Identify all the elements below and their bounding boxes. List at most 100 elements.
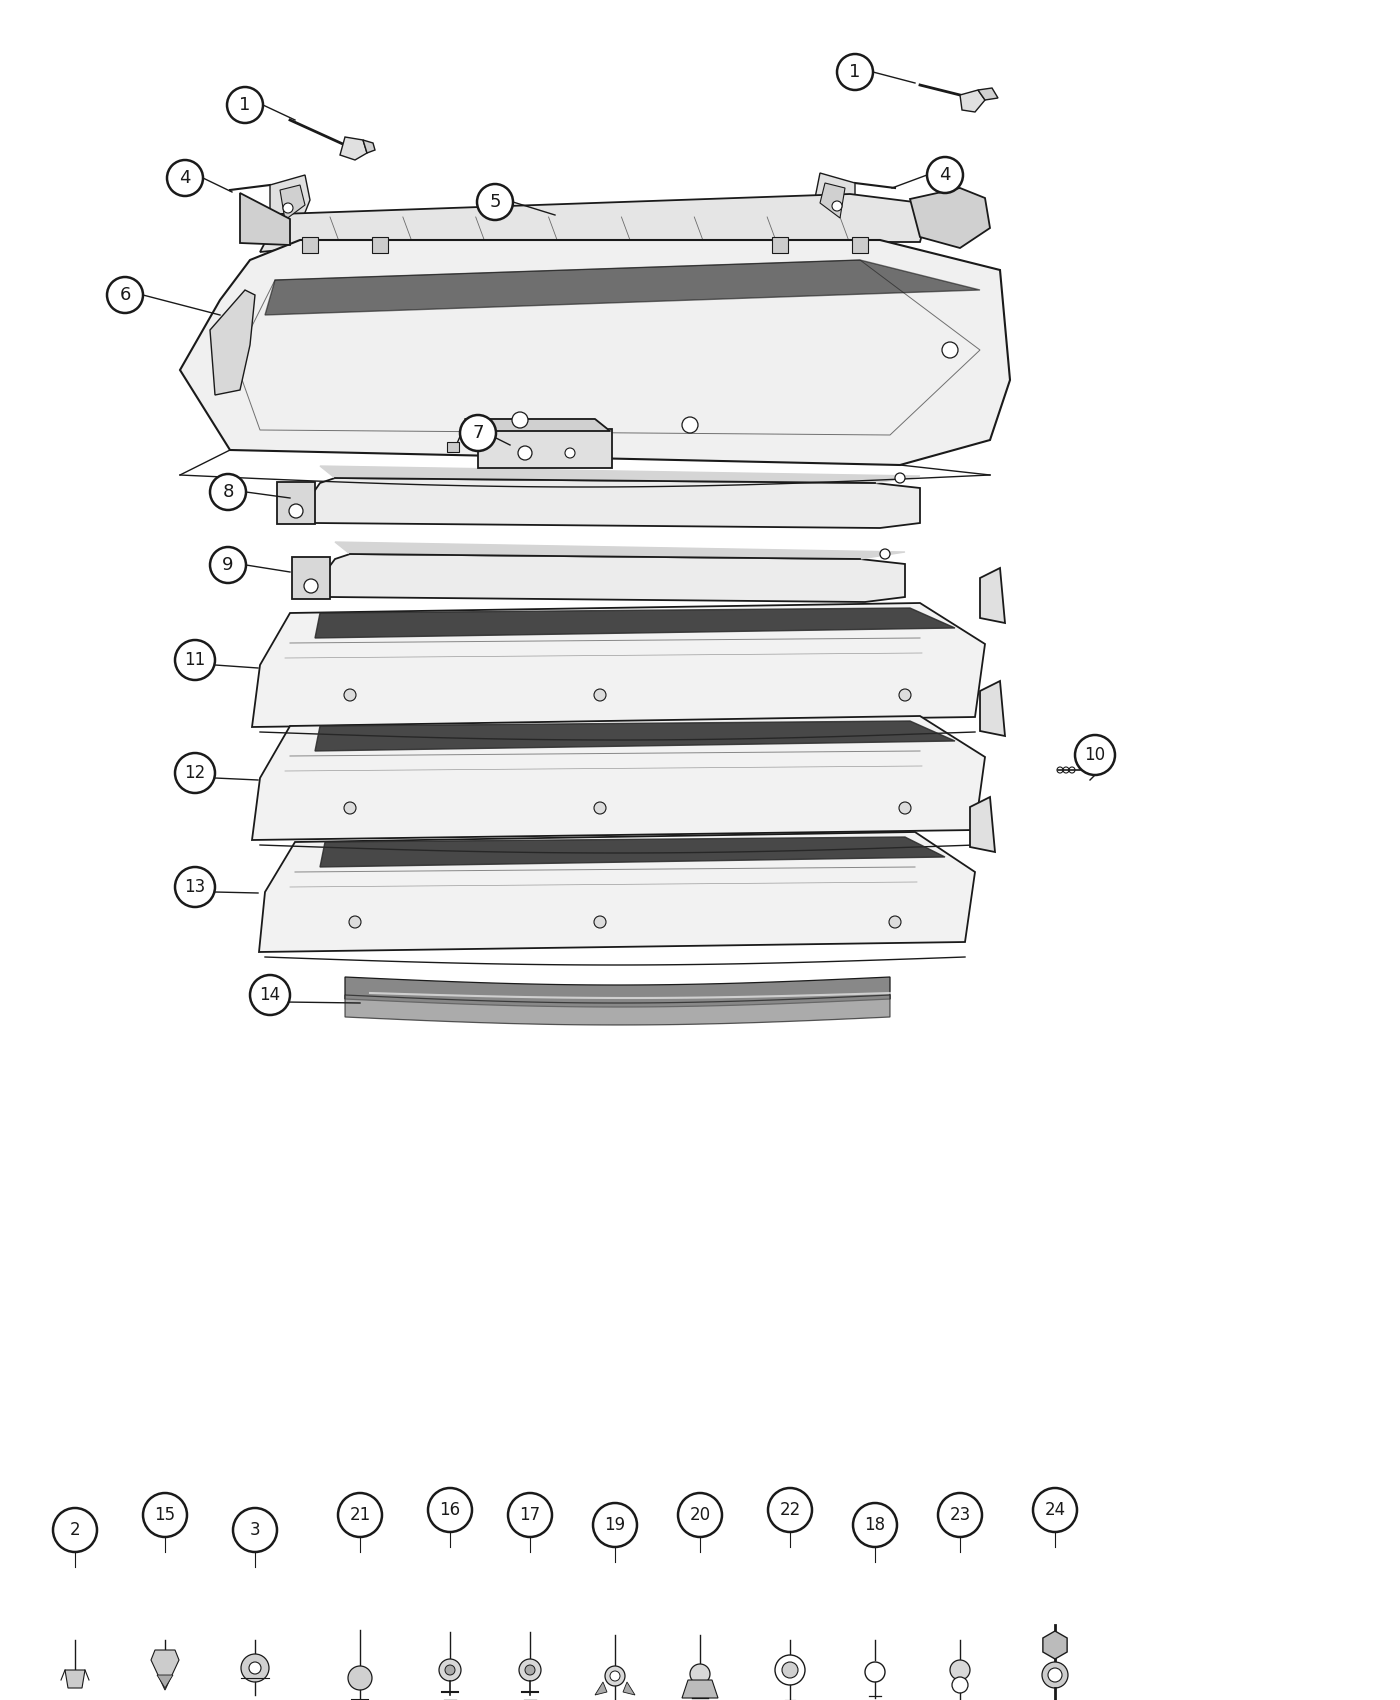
Circle shape (288, 503, 302, 518)
Polygon shape (980, 568, 1005, 622)
Circle shape (1033, 1488, 1077, 1532)
Text: 4: 4 (179, 168, 190, 187)
Text: 19: 19 (605, 1516, 626, 1533)
Polygon shape (315, 609, 955, 638)
Circle shape (445, 1664, 455, 1674)
Text: 8: 8 (223, 483, 234, 502)
Circle shape (461, 415, 496, 451)
Bar (372, 236, 388, 253)
Bar (447, 442, 459, 452)
Circle shape (881, 549, 890, 559)
Polygon shape (64, 1669, 85, 1688)
Circle shape (895, 473, 904, 483)
Text: 4: 4 (939, 167, 951, 184)
Circle shape (1049, 1668, 1063, 1681)
Circle shape (938, 1493, 981, 1537)
Text: 7: 7 (472, 423, 484, 442)
Circle shape (53, 1508, 97, 1552)
Circle shape (508, 1493, 552, 1537)
Circle shape (512, 411, 528, 428)
Circle shape (1042, 1663, 1068, 1688)
Circle shape (566, 449, 575, 457)
Circle shape (349, 1666, 372, 1690)
Circle shape (899, 802, 911, 814)
Circle shape (349, 916, 361, 928)
Text: 6: 6 (119, 286, 130, 304)
Text: 17: 17 (519, 1506, 540, 1523)
Circle shape (594, 688, 606, 700)
Polygon shape (252, 604, 986, 728)
Circle shape (899, 688, 911, 700)
Polygon shape (280, 185, 305, 219)
Polygon shape (315, 554, 904, 602)
Circle shape (942, 342, 958, 359)
Circle shape (837, 54, 874, 90)
Circle shape (283, 202, 293, 212)
Text: 11: 11 (185, 651, 206, 670)
Polygon shape (970, 797, 995, 852)
Polygon shape (344, 994, 890, 1025)
Circle shape (832, 201, 841, 211)
Circle shape (610, 1671, 620, 1681)
Text: 9: 9 (223, 556, 234, 575)
Circle shape (143, 1493, 188, 1537)
Text: 16: 16 (440, 1501, 461, 1520)
Circle shape (678, 1493, 722, 1537)
Polygon shape (979, 88, 998, 100)
Text: 5: 5 (489, 194, 501, 211)
Polygon shape (820, 184, 846, 218)
Polygon shape (910, 189, 990, 248)
Circle shape (249, 1663, 260, 1674)
Text: 22: 22 (780, 1501, 801, 1520)
Polygon shape (980, 682, 1005, 736)
Circle shape (952, 1676, 967, 1693)
Polygon shape (252, 716, 986, 840)
Circle shape (251, 976, 290, 1015)
FancyBboxPatch shape (477, 428, 612, 468)
Polygon shape (265, 260, 980, 314)
Circle shape (210, 547, 246, 583)
Circle shape (605, 1666, 624, 1686)
Polygon shape (595, 1681, 608, 1695)
Circle shape (682, 416, 699, 434)
Circle shape (227, 87, 263, 122)
Circle shape (518, 445, 532, 461)
Circle shape (927, 156, 963, 194)
Circle shape (344, 802, 356, 814)
Circle shape (337, 1493, 382, 1537)
Circle shape (106, 277, 143, 313)
Circle shape (690, 1664, 710, 1685)
Bar (853, 236, 868, 253)
Polygon shape (960, 90, 986, 112)
Circle shape (594, 802, 606, 814)
Circle shape (304, 580, 318, 593)
Polygon shape (335, 542, 904, 559)
Circle shape (175, 753, 216, 792)
Circle shape (428, 1488, 472, 1532)
Text: 13: 13 (185, 877, 206, 896)
Circle shape (769, 1488, 812, 1532)
Circle shape (594, 1503, 637, 1547)
Circle shape (1075, 734, 1114, 775)
Circle shape (210, 474, 246, 510)
Polygon shape (260, 194, 930, 252)
Text: 2: 2 (70, 1522, 80, 1538)
Polygon shape (157, 1674, 174, 1688)
Polygon shape (340, 138, 367, 160)
Polygon shape (363, 139, 375, 153)
Circle shape (232, 1508, 277, 1552)
Circle shape (440, 1659, 461, 1681)
FancyBboxPatch shape (293, 558, 330, 598)
Polygon shape (465, 418, 610, 432)
Text: 12: 12 (185, 763, 206, 782)
FancyBboxPatch shape (277, 483, 315, 524)
Circle shape (889, 916, 902, 928)
Text: 23: 23 (949, 1506, 970, 1523)
Circle shape (477, 184, 512, 219)
Polygon shape (321, 466, 920, 483)
Circle shape (776, 1656, 805, 1685)
Text: 21: 21 (350, 1506, 371, 1523)
Circle shape (525, 1664, 535, 1674)
Polygon shape (151, 1651, 179, 1690)
Circle shape (783, 1663, 798, 1678)
